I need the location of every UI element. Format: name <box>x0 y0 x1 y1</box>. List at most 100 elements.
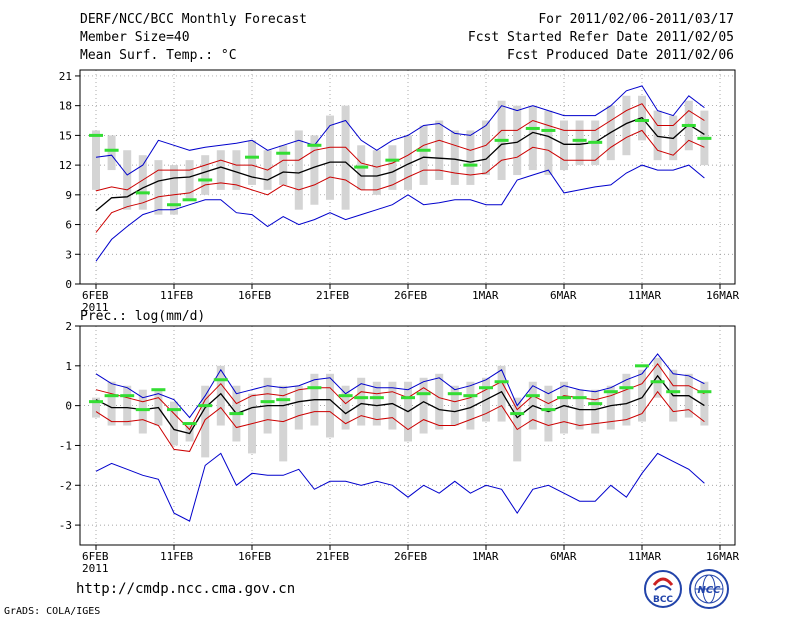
precip-spread-box <box>435 373 444 430</box>
precip-x-tick-label: 11FEB <box>160 550 193 563</box>
temp-observed-mark <box>635 119 649 123</box>
precip-y-tick-label: -3 <box>59 519 72 532</box>
precip-observed-mark <box>635 364 649 368</box>
precip-spread-box <box>341 385 350 430</box>
temp-observed-mark <box>697 136 712 140</box>
precip-x-tick-label: 6MAR <box>550 550 577 563</box>
temp-x-tick-label: 16FEB <box>238 289 271 302</box>
precip-x-tick-label: 11MAR <box>628 550 661 563</box>
precip-spread-box <box>326 373 334 438</box>
precip-year-label: 2011 <box>82 562 109 575</box>
temp-spread-box <box>419 125 428 185</box>
precip-observed-mark <box>104 394 119 398</box>
precip-observed-mark <box>89 400 103 404</box>
temp-observed-mark <box>245 155 259 159</box>
precip-lower-line <box>95 390 705 452</box>
temp-spread-box <box>294 130 303 210</box>
temp-upper-line <box>95 103 705 192</box>
precip-spread-box <box>466 381 475 430</box>
precip-spread-box <box>357 377 366 426</box>
precip-spread-box <box>123 385 132 426</box>
precip-observed-mark <box>447 392 462 396</box>
precip-x-tick-label: 6FEB <box>82 550 109 563</box>
temp-spread-box <box>248 140 256 185</box>
temp-observed-mark <box>104 148 119 152</box>
precip-max-line <box>95 452 705 522</box>
precip-spread-box <box>622 373 631 426</box>
temp-y-tick-label: 3 <box>65 248 72 261</box>
temp-y-tick-label: 12 <box>59 159 72 172</box>
ncc-logo: NCC <box>689 569 729 609</box>
temp-spread-box <box>123 150 132 210</box>
temp-observed-mark <box>588 140 603 144</box>
precip-observed-mark <box>167 408 181 412</box>
temp-spread-box <box>544 110 553 176</box>
temp-observed-mark <box>416 148 431 152</box>
precip-y-tick-label: -2 <box>59 479 72 492</box>
temp-spread-box <box>326 115 334 200</box>
precip-upper-line <box>95 362 705 431</box>
precip-observed-mark <box>619 386 634 390</box>
temp-spread-box <box>341 105 350 210</box>
precip-observed-mark <box>213 378 228 382</box>
precip-spread-box <box>170 401 178 446</box>
temp-spread-box <box>170 165 178 215</box>
temp-y-tick-label: 15 <box>59 129 72 142</box>
temp-spread-box <box>560 120 568 171</box>
precip-observed-mark <box>650 380 665 384</box>
precip-label: Prec.: log(mm/d) <box>80 309 206 324</box>
precip-observed-mark <box>369 396 384 400</box>
precip-observed-mark <box>354 396 369 400</box>
precip-spread-box <box>700 381 709 426</box>
ncc-logo-text: NCC <box>697 585 721 596</box>
precip-x-tick-label: 21FEB <box>316 550 349 563</box>
precip-spread-box <box>544 385 553 442</box>
precip-spread-box <box>591 389 600 434</box>
precip-observed-mark <box>135 408 150 412</box>
precip-observed-mark <box>588 402 603 406</box>
temp-spread-box <box>404 135 412 190</box>
temp-observed-mark <box>182 198 197 202</box>
precip-spread-box <box>606 385 615 430</box>
precip-spread-box <box>419 377 428 434</box>
temp-observed-mark <box>681 123 696 127</box>
precip-observed-mark <box>494 380 509 384</box>
precip-observed-mark <box>198 404 213 408</box>
precip-observed-mark <box>307 386 322 390</box>
temp-spread-box <box>310 135 319 205</box>
source-url[interactable]: http://cmdp.ncc.cma.gov.cn <box>76 581 296 597</box>
precip-observed-mark <box>276 398 291 402</box>
precip-spread-box <box>653 357 662 398</box>
temp-spread-box <box>622 95 631 156</box>
precip-observed-mark <box>510 412 525 416</box>
temp-y-tick-label: 0 <box>65 278 72 291</box>
precip-spread-box <box>450 385 459 426</box>
precip-observed-mark <box>697 390 712 394</box>
temp-x-tick-label: 11FEB <box>160 289 193 302</box>
grads-credit: GrADS: COLA/IGES <box>4 606 101 617</box>
temp-y-tick-label: 21 <box>59 70 72 83</box>
temp-max-line <box>95 164 705 262</box>
precip-spread-box <box>201 385 210 458</box>
precip-y-tick-label: 1 <box>65 360 72 373</box>
precip-spread-box <box>638 369 646 422</box>
temp-spread-box <box>138 155 147 210</box>
temp-x-tick-label: 21FEB <box>316 289 349 302</box>
temp-spread-box <box>216 150 225 190</box>
temp-observed-mark <box>276 151 291 155</box>
precip-spread-box <box>388 381 397 430</box>
precip-observed-mark <box>603 390 618 394</box>
precip-y-tick-label: -1 <box>59 439 72 452</box>
precip-spread-box <box>107 381 116 426</box>
temp-observed-mark <box>89 133 103 137</box>
temp-y-tick-label: 6 <box>65 219 72 232</box>
temp-spread-box <box>279 145 288 185</box>
precip-x-tick-label: 26FEB <box>394 550 427 563</box>
temp-spread-box <box>450 130 459 185</box>
temp-spread-box <box>482 120 490 176</box>
precip-mean-line <box>95 374 705 435</box>
temp-observed-mark <box>198 178 213 182</box>
temp-x-tick-label: 11MAR <box>628 289 661 302</box>
forecast-started-date: Fcst Started Refer Date 2011/02/05 <box>467 30 734 45</box>
precip-spread-box <box>279 385 288 462</box>
